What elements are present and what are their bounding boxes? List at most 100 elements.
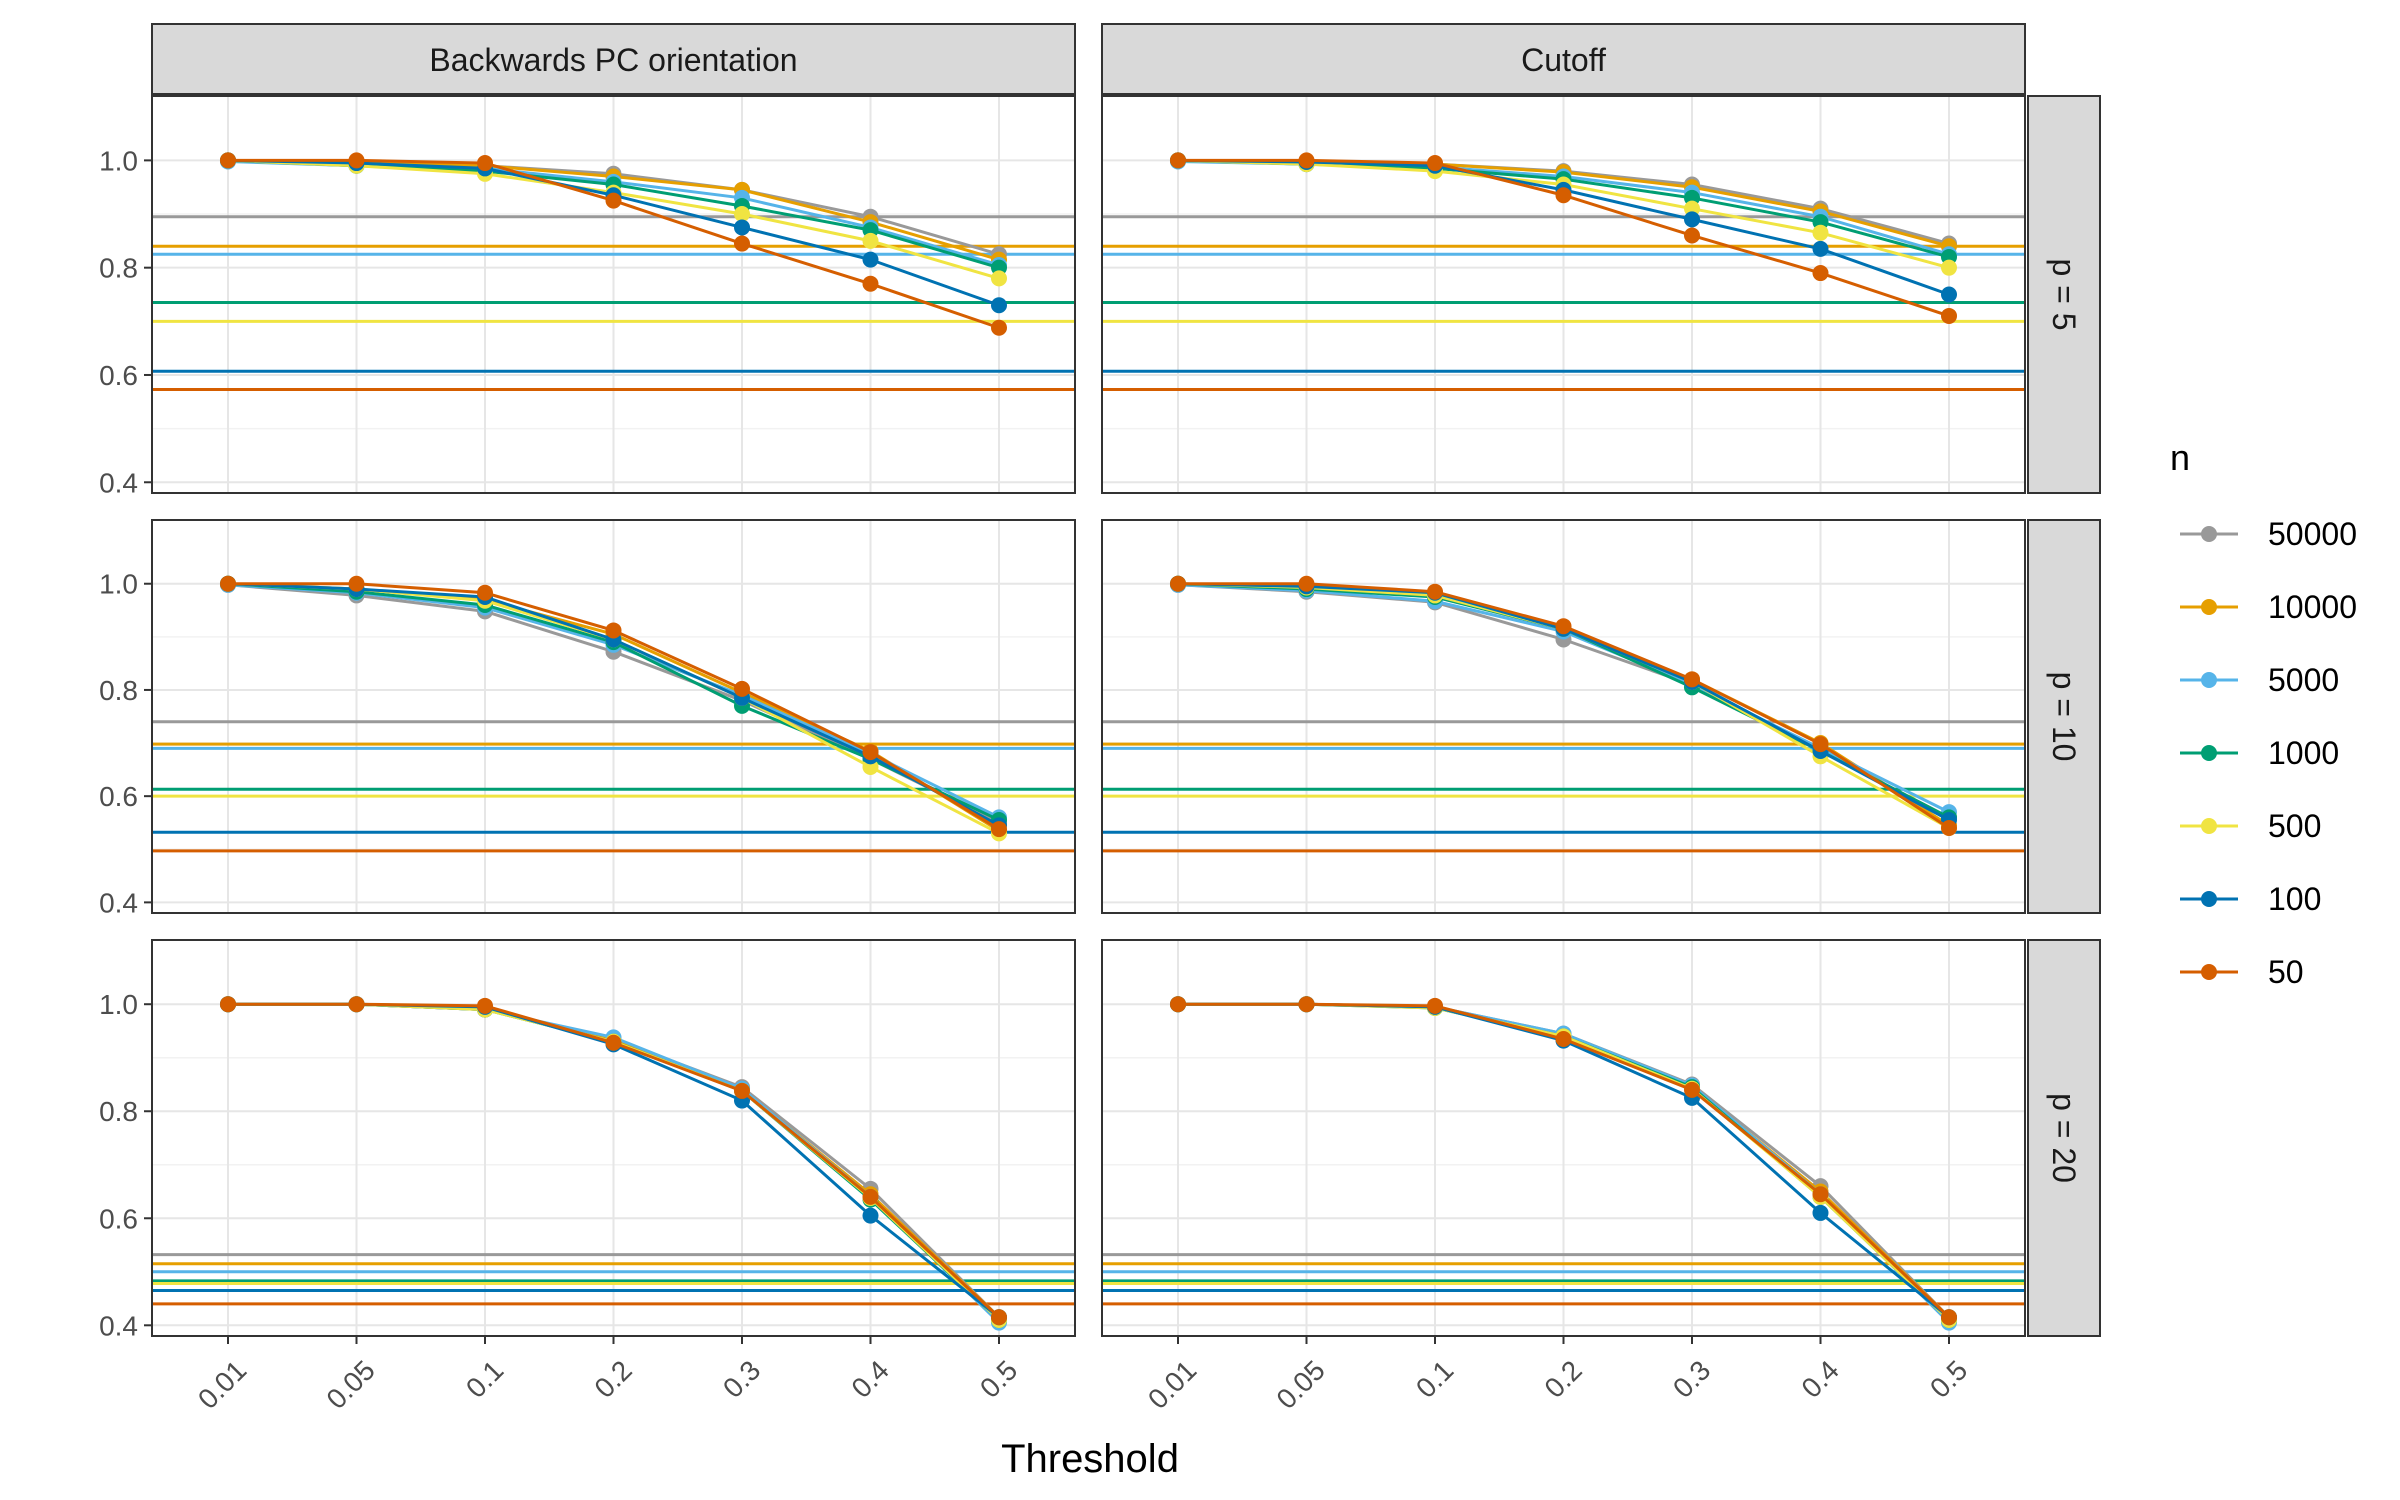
x-tick-label: 0.3 (717, 1354, 766, 1403)
row-strip-label-p-10: p = 10 (2046, 672, 2082, 762)
panel-p-10-cutoff (1102, 520, 2025, 913)
y-tick-label: 0.4 (99, 467, 138, 498)
legend-label: 100 (2268, 881, 2321, 917)
data-point-n-50 (1299, 152, 1315, 168)
data-point-n-500 (1813, 225, 1829, 241)
data-point-n-50 (863, 1189, 879, 1205)
data-point-n-50 (1684, 227, 1700, 243)
y-tick-label: 0.4 (99, 887, 138, 918)
x-tick-label: 0.4 (845, 1354, 894, 1403)
data-point-n-50 (734, 1083, 750, 1099)
y-tick-label: 1.0 (99, 569, 138, 600)
data-point-n-50 (734, 236, 750, 252)
data-point-n-50 (349, 996, 365, 1012)
data-point-n-50 (349, 576, 365, 592)
y-tick-label: 0.6 (99, 360, 138, 391)
legend-key-point (2201, 599, 2217, 615)
data-point-n-50 (1170, 576, 1186, 592)
data-point-n-50 (1556, 187, 1572, 203)
panel-p-5-cutoff (1102, 96, 2025, 493)
data-point-n-50 (1427, 584, 1443, 600)
x-tick-label: 0.5 (974, 1354, 1023, 1403)
data-point-n-500 (863, 233, 879, 249)
data-point-n-50 (1170, 152, 1186, 168)
legend-key-point (2201, 891, 2217, 907)
data-point-n-50 (220, 996, 236, 1012)
data-point-n-50 (220, 576, 236, 592)
y-tick-label: 1.0 (99, 989, 138, 1020)
x-axis-title: Threshold (1001, 1437, 1179, 1481)
data-point-n-50 (1941, 1309, 1957, 1325)
legend-key-point (2201, 672, 2217, 688)
y-tick-label: 1.0 (99, 145, 138, 176)
data-point-n-50 (1684, 1082, 1700, 1098)
legend-item-n-10000: 10000 (2180, 589, 2357, 625)
data-point-n-100 (734, 219, 750, 235)
legend-key-point (2201, 818, 2217, 834)
data-point-n-100 (863, 1208, 879, 1224)
data-point-n-50 (477, 998, 493, 1014)
x-tick-label: 0.01 (1142, 1354, 1202, 1414)
data-point-n-50 (1556, 1031, 1572, 1047)
x-tick-label: 0.1 (1410, 1354, 1459, 1403)
legend-label: 500 (2268, 808, 2321, 844)
data-point-n-50 (1427, 998, 1443, 1014)
data-point-n-50 (220, 152, 236, 168)
x-tick-label: 0.4 (1795, 1354, 1844, 1403)
legend-key-point (2201, 526, 2217, 542)
legend-label: 50000 (2268, 516, 2357, 552)
x-tick-label: 0.1 (460, 1354, 509, 1403)
data-point-n-50 (863, 276, 879, 292)
data-point-n-50 (1684, 671, 1700, 687)
facet-strip-label-cutoff: Cutoff (1521, 42, 1606, 78)
legend-label: 50 (2268, 954, 2304, 990)
data-point-n-50 (606, 1035, 622, 1051)
panel-p-20-backwards-pc-orientation: 0.40.60.81.00.01 0.05 0.1 0.2 0.3 0.4 0.5 (99, 940, 1075, 1415)
panel-p-5-backwards-pc-orientation: 0.4 0.6 0.8 1.0 (99, 96, 1075, 498)
data-point-n-50 (1427, 155, 1443, 171)
row-strip-label-p-5: p = 5 (2046, 258, 2082, 330)
data-point-n-50 (477, 585, 493, 601)
facet-strip-label-backwards-pc-orientation: Backwards PC orientation (429, 42, 797, 78)
legend-item-n-5000: 5000 (2180, 662, 2339, 698)
panel-p-10-backwards-pc-orientation: 0.4 0.6 0.8 1.0 (99, 520, 1075, 918)
data-point-n-500 (1941, 260, 1957, 276)
data-point-n-50 (991, 1309, 1007, 1325)
y-tick-label: 0.8 (99, 675, 138, 706)
y-tick-label: 0.4 (99, 1310, 138, 1341)
y-tick-label: 0.8 (99, 253, 138, 284)
legend-key-point (2201, 964, 2217, 980)
data-point-n-100 (991, 297, 1007, 313)
faceted-line-chart: Threshold n Backwards PC orientation Cuto… (0, 0, 2400, 1500)
data-point-n-100 (1684, 211, 1700, 227)
data-point-n-50 (734, 681, 750, 697)
x-tick-label: 0.2 (1538, 1354, 1587, 1403)
row-strip-label-p-20: p = 20 (2046, 1093, 2082, 1183)
data-point-n-50 (1813, 736, 1829, 752)
x-tick-label: 0.05 (320, 1354, 380, 1414)
data-point-n-50 (606, 622, 622, 638)
legend-label: 5000 (2268, 662, 2339, 698)
data-point-n-50 (863, 744, 879, 760)
data-point-n-50 (1813, 265, 1829, 281)
panel-p-20-cutoff: 0.01 0.05 0.1 0.2 0.3 0.4 0.5 (1102, 940, 2025, 1415)
data-point-n-50 (1299, 576, 1315, 592)
data-point-n-100 (863, 252, 879, 268)
data-point-n-50 (1170, 996, 1186, 1012)
x-tick-label: 0.01 (192, 1354, 252, 1414)
data-point-n-50 (1941, 308, 1957, 324)
data-point-n-50 (606, 193, 622, 209)
y-tick-label: 0.8 (99, 1096, 138, 1127)
y-tick-label: 0.6 (99, 781, 138, 812)
legend-title: n (2170, 437, 2190, 478)
data-point-n-50 (1299, 996, 1315, 1012)
legend-item-n-100: 100 (2180, 881, 2321, 917)
data-point-n-50 (1813, 1186, 1829, 1202)
data-point-n-50 (349, 152, 365, 168)
legend-item-n-50000: 50000 (2180, 516, 2357, 552)
data-point-n-50 (477, 155, 493, 171)
x-tick-label: 0.3 (1667, 1354, 1716, 1403)
x-tick-label: 0.5 (1924, 1354, 1973, 1403)
x-tick-label: 0.2 (588, 1354, 637, 1403)
data-point-n-100 (1813, 1205, 1829, 1221)
